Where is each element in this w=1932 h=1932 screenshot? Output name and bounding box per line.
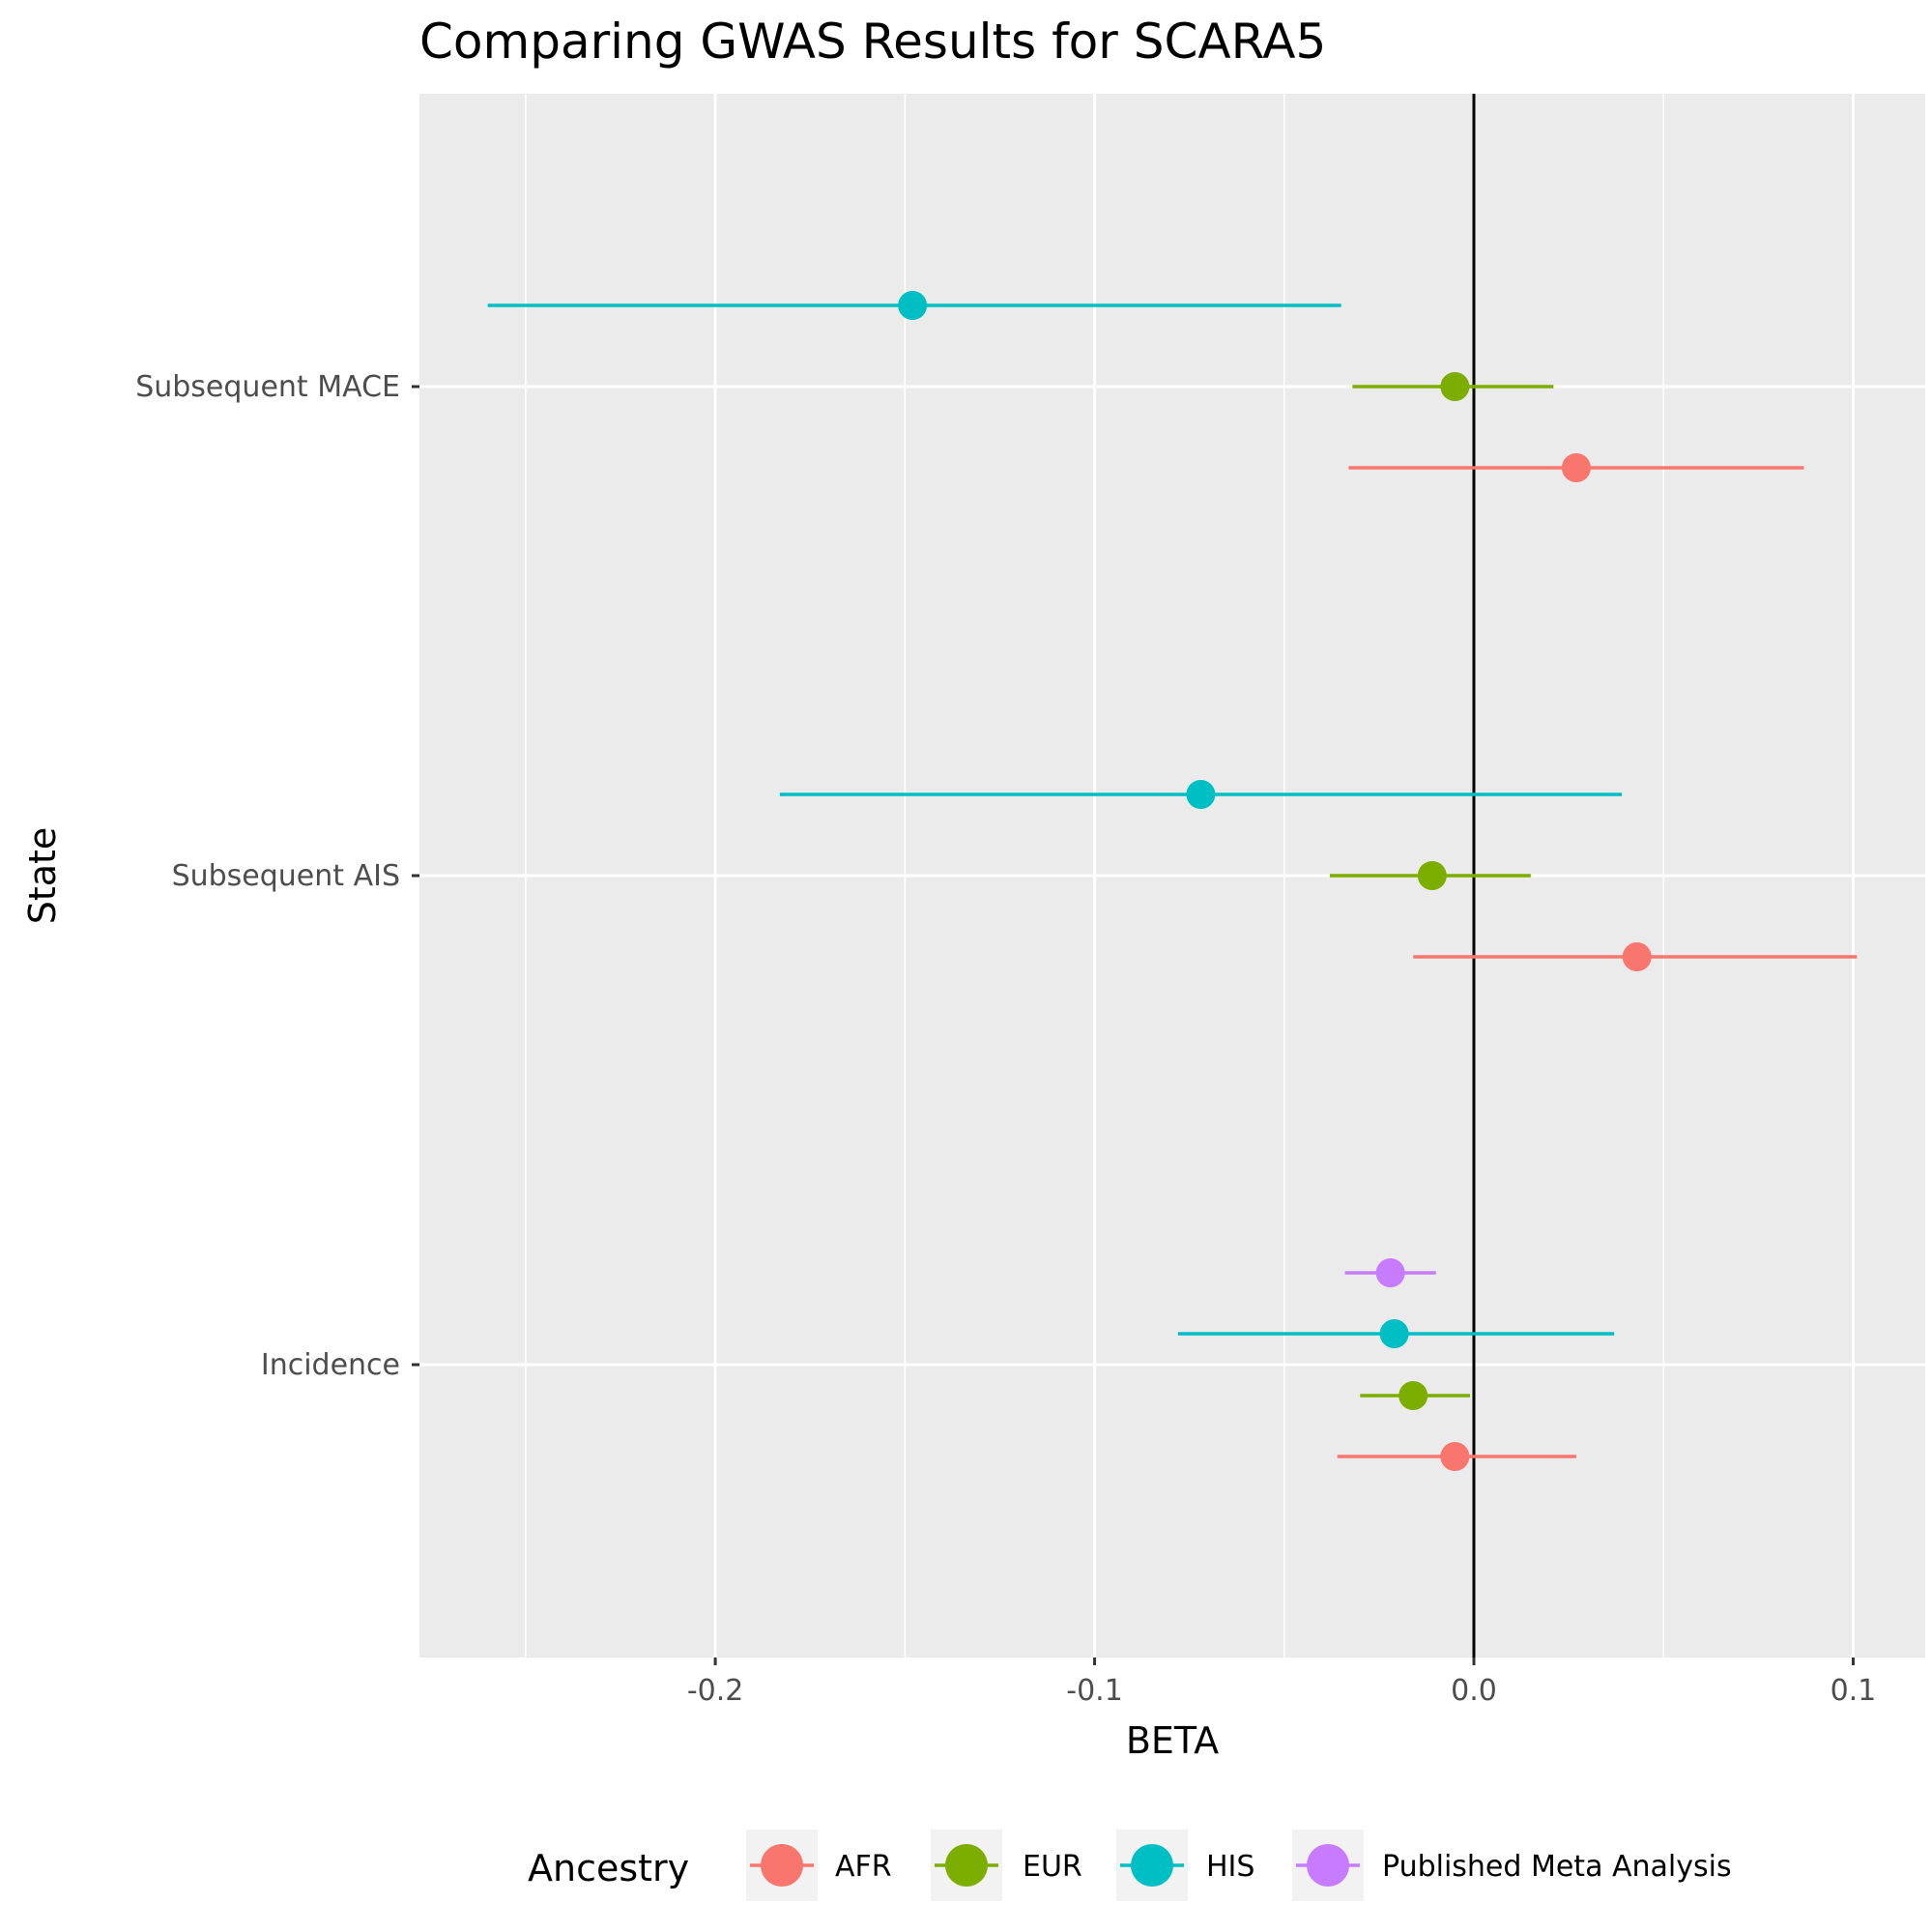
legend-key-point [761,1844,803,1887]
data-point [1379,1319,1409,1348]
data-point [1622,942,1652,971]
data-point [1440,1442,1470,1471]
legend: Ancestry AFR EUR HIS Published Meta Analysi… [528,1830,1732,1901]
data-point [1561,453,1591,482]
data-point [1417,861,1447,890]
axes: -0.2 -0.1 0.0 0.1 Subsequent MACE Subsequent … [135,370,1876,1708]
data-point [1186,780,1216,809]
legend-key-point [1307,1844,1349,1887]
legend-label: Published Meta Analysis [1382,1850,1732,1884]
legend-key-point [1131,1844,1173,1887]
x-axis-title: BETA [1126,1719,1219,1762]
legend-label: HIS [1206,1850,1254,1884]
chart-title: Comparing GWAS Results for SCARA5 [419,14,1326,70]
y-axis-title: State [21,827,64,925]
legend-title: Ancestry [528,1847,689,1889]
data-marks [487,291,1858,1471]
data-point [898,291,928,320]
data-point [1399,1381,1428,1410]
data-point [1375,1258,1405,1287]
y-tick-label: Incidence [261,1348,400,1382]
x-tick-label: -0.2 [687,1674,744,1708]
x-tick-label: -0.1 [1066,1674,1123,1708]
y-tick-label: Subsequent MACE [135,370,400,404]
legend-label: AFR [835,1850,892,1884]
legend-key-point [945,1844,988,1887]
x-tick-label: 0.1 [1831,1674,1877,1708]
legend-label: EUR [1023,1850,1082,1884]
y-tick-label: Subsequent AIS [172,859,400,893]
x-tick-label: 0.0 [1451,1674,1497,1708]
data-point [1440,372,1470,401]
